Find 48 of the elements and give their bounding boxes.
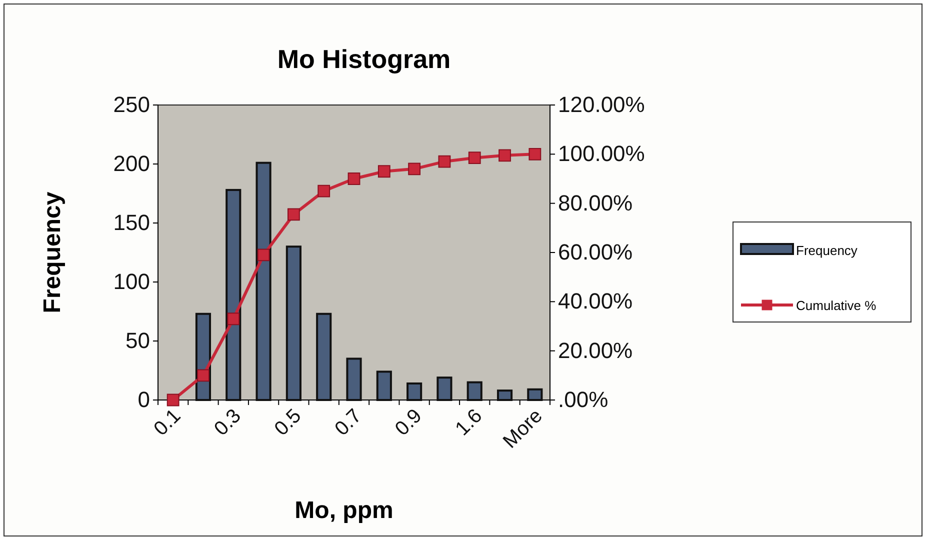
y-tick-label: 250 xyxy=(113,92,150,118)
y2-tick-label: 100.00% xyxy=(558,141,645,166)
y2-tick-label: .00% xyxy=(558,387,608,412)
x-tick-label: 0.3 xyxy=(210,404,246,440)
y2-tick-label: 20.00% xyxy=(558,338,633,363)
legend-label: Cumulative % xyxy=(796,298,877,313)
point xyxy=(287,208,300,221)
bar xyxy=(406,382,422,401)
point xyxy=(166,394,180,406)
point xyxy=(498,149,511,162)
bar xyxy=(527,388,543,401)
bar xyxy=(286,246,302,401)
x-axis-title: Mo, ppm xyxy=(294,497,394,524)
bar xyxy=(376,370,392,401)
bar xyxy=(316,312,332,401)
y2-tick-label: 40.00% xyxy=(558,288,633,314)
x-tick-label: 0.5 xyxy=(270,404,306,440)
y2-tick-label: 60.00% xyxy=(558,240,633,265)
bar xyxy=(256,162,272,401)
point xyxy=(438,155,451,168)
point xyxy=(227,312,240,326)
bar xyxy=(496,390,513,401)
y-tick-label: 0 xyxy=(138,387,150,412)
x-tick-label: 1.6 xyxy=(451,404,487,440)
x-tick-label: 0.9 xyxy=(391,404,426,440)
bar xyxy=(436,376,452,401)
bar xyxy=(346,358,362,401)
y-tick-label: 50 xyxy=(126,328,150,354)
legend-label: Frequency xyxy=(796,243,858,258)
y-axis-title: Frequency xyxy=(39,191,66,314)
point xyxy=(318,184,330,198)
point xyxy=(528,148,542,160)
point xyxy=(197,369,210,382)
bar xyxy=(466,381,482,401)
y2-tick-label: 120.00% xyxy=(558,92,645,118)
chart-title: Mo Histogram xyxy=(277,44,451,74)
y2-tick-label: 80.00% xyxy=(558,190,633,216)
y-tick-label: 200 xyxy=(113,151,150,176)
x-tick-label: 0.1 xyxy=(150,404,186,440)
point xyxy=(378,165,390,178)
point xyxy=(408,162,421,176)
point xyxy=(257,248,270,262)
bar xyxy=(226,188,242,401)
y-tick-label: 100 xyxy=(113,269,150,294)
x-tick-label: 0.7 xyxy=(330,404,366,440)
y-tick-label: 150 xyxy=(113,210,150,236)
point xyxy=(468,152,481,164)
point xyxy=(348,172,360,185)
